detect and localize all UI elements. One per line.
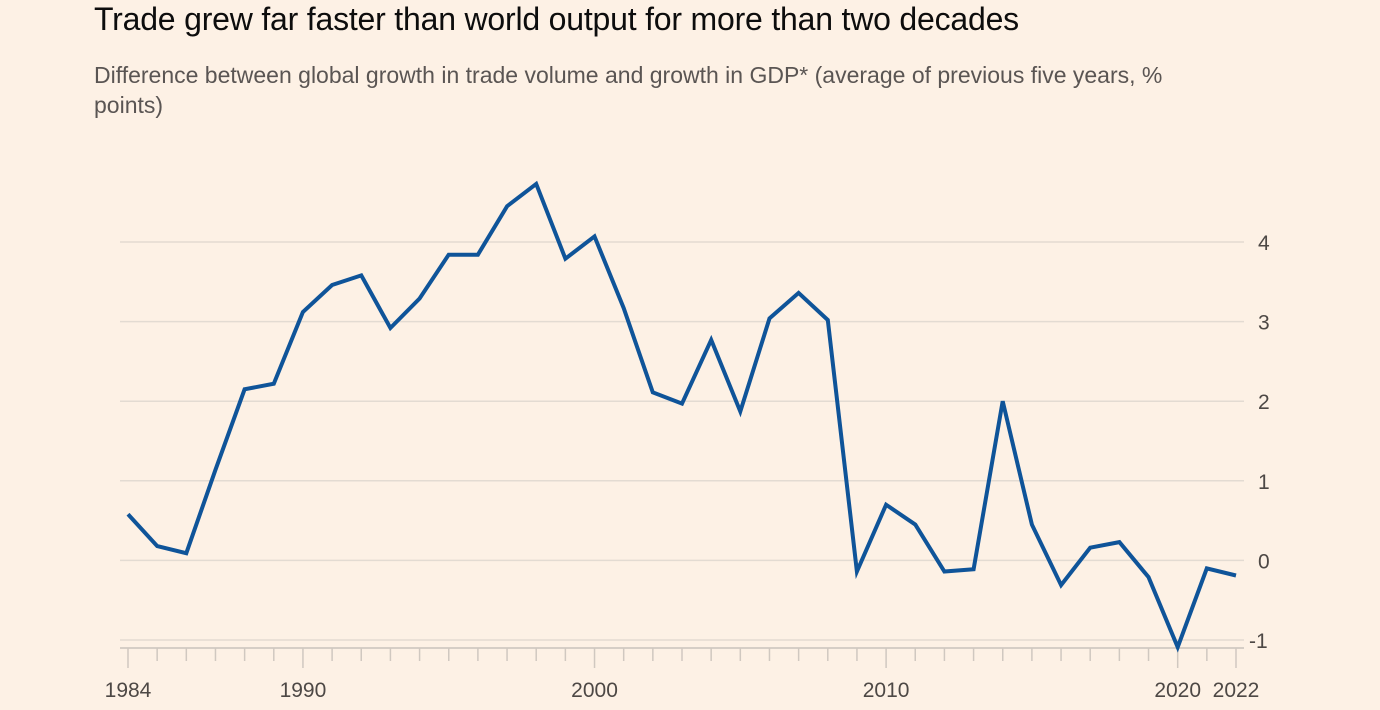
x-axis: 1984 1990 2000 2010 2020 2022 <box>105 647 1260 702</box>
data-point <box>213 467 218 472</box>
y-tick-label: 0 <box>1258 550 1270 573</box>
series <box>126 180 1239 653</box>
data-point <box>242 387 247 392</box>
data-point <box>884 502 889 507</box>
y-tick-label: 1 <box>1258 471 1270 494</box>
data-point <box>563 256 568 261</box>
data-point <box>1000 399 1005 404</box>
y-tick-label: -1 <box>1249 630 1268 653</box>
y-tick-label: 4 <box>1258 232 1270 255</box>
data-point <box>184 551 189 556</box>
chart-title: Trade grew far faster than world output … <box>94 1 1019 37</box>
data-point <box>1088 545 1093 550</box>
x-tick-label: 2010 <box>863 679 910 702</box>
data-point <box>1175 645 1180 650</box>
data-point <box>1234 573 1239 578</box>
data-point <box>709 337 714 342</box>
data-point <box>592 234 597 239</box>
data-point <box>854 569 859 574</box>
data-point <box>155 544 160 549</box>
data-point <box>650 390 655 395</box>
data-point <box>913 522 918 527</box>
y-tick-label: 3 <box>1258 312 1270 335</box>
x-tick-label: 1990 <box>280 679 327 702</box>
data-point <box>1204 566 1209 571</box>
data-point <box>621 306 626 311</box>
data-point <box>942 569 947 574</box>
data-point <box>359 273 364 278</box>
x-tick-label: 2020 <box>1154 679 1201 702</box>
data-point <box>505 204 510 209</box>
data-point <box>738 409 743 414</box>
data-point <box>126 512 131 517</box>
data-point <box>271 381 276 386</box>
x-tick-label: 2000 <box>571 679 618 702</box>
gridlines <box>120 241 1244 641</box>
data-point <box>300 310 305 315</box>
y-tick-label: 2 <box>1258 391 1270 414</box>
x-tick-label: 2022 <box>1213 679 1260 702</box>
data-point <box>825 318 830 323</box>
data-point <box>388 325 393 330</box>
y-axis: 4 3 2 1 0 -1 <box>1249 232 1270 653</box>
data-point <box>767 316 772 321</box>
chart-subtitle: Difference between global growth in trad… <box>94 62 1163 118</box>
data-point <box>1146 575 1151 580</box>
data-point <box>534 181 539 186</box>
data-point <box>1059 583 1064 588</box>
data-point <box>330 282 335 287</box>
data-point <box>475 252 480 257</box>
data-point <box>446 252 451 257</box>
data-point <box>417 296 422 301</box>
data-point <box>971 567 976 572</box>
data-point <box>680 401 685 406</box>
data-point <box>1029 522 1034 527</box>
data-point <box>1117 540 1122 545</box>
series-line <box>126 180 1237 653</box>
x-tick-label: 1984 <box>105 679 152 702</box>
data-point <box>796 290 801 295</box>
